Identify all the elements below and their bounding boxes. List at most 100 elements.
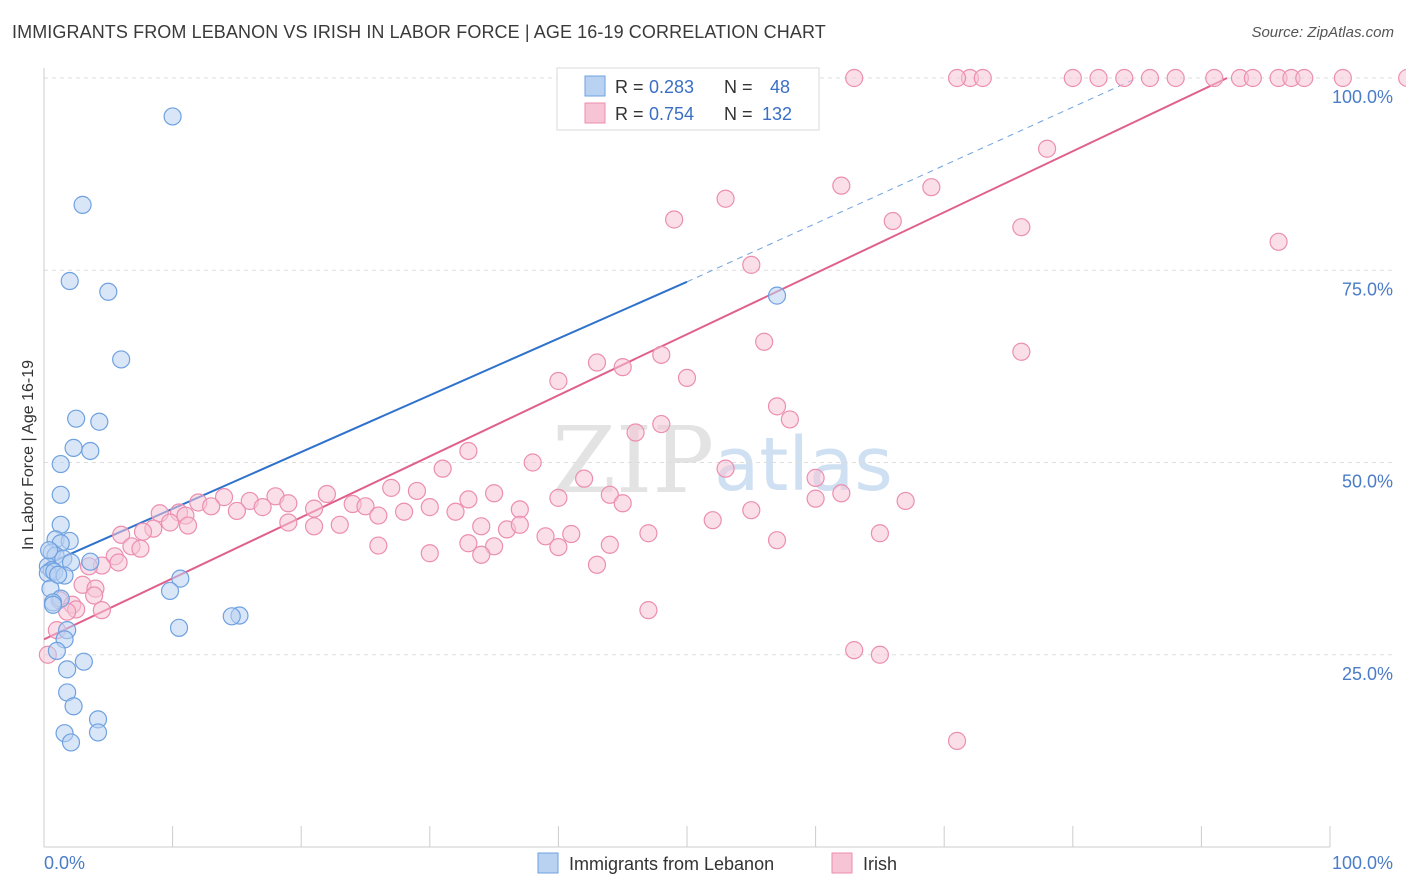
irish-point <box>202 497 221 516</box>
irish-point <box>639 601 658 620</box>
irish-point <box>304 499 324 518</box>
x-tick-max: 100.0% <box>1332 853 1393 873</box>
legend-r-value-irish: 0.754 <box>649 104 694 124</box>
irish-point <box>639 524 658 543</box>
y-tick-label: 25.0% <box>1342 664 1393 684</box>
irish-point <box>845 641 864 660</box>
y-tick-label: 50.0% <box>1342 472 1393 492</box>
lebanon-point <box>58 660 77 679</box>
legend-n-label-lebanon: N = <box>724 77 753 97</box>
irish-point <box>767 397 787 416</box>
irish-point <box>973 68 992 88</box>
legend-swatch-irish <box>584 102 606 124</box>
lebanon-point <box>60 271 79 291</box>
irish-point <box>459 534 478 553</box>
irish-point <box>523 453 542 472</box>
irish-point <box>665 210 684 229</box>
irish-point <box>947 68 967 88</box>
irish-point <box>279 513 298 532</box>
irish-point <box>394 502 414 521</box>
irish-point <box>317 484 337 504</box>
lebanon-point <box>64 438 83 457</box>
irish-point <box>1115 68 1134 88</box>
irish-point <box>109 553 128 572</box>
lebanon-point <box>112 350 131 369</box>
irish-point <box>131 539 150 558</box>
legend-swatch-lebanon <box>584 75 606 97</box>
irish-point <box>870 645 890 664</box>
lebanon-point <box>88 723 108 742</box>
lebanon-point <box>163 107 182 126</box>
irish-point <box>536 527 555 546</box>
irish-point <box>755 332 774 351</box>
irish-point <box>780 410 799 429</box>
irish-point <box>214 488 234 507</box>
irish-point <box>459 441 478 461</box>
irish-point <box>716 189 735 208</box>
series-legend: Immigrants from Lebanon Irish <box>537 852 897 874</box>
irish-point <box>832 176 851 195</box>
irish-point <box>677 368 697 388</box>
lebanon-point <box>49 565 68 584</box>
irish-point <box>652 414 671 434</box>
irish-point <box>742 501 761 520</box>
irish-point <box>369 506 388 525</box>
irish-point <box>92 601 111 620</box>
lebanon-point <box>61 733 81 752</box>
legend-r-label-irish: R = <box>615 104 644 124</box>
irish-point <box>1037 139 1057 158</box>
irish-point <box>896 491 915 511</box>
irish-point <box>947 731 967 750</box>
irish-point <box>1140 68 1160 88</box>
irish-point <box>587 353 607 372</box>
legend-r-value-lebanon: 0.283 <box>649 77 694 97</box>
irish-point <box>369 536 388 555</box>
lebanon-point <box>169 618 189 637</box>
lebanon-point <box>99 282 118 301</box>
trend-line-irish <box>43 77 1228 641</box>
irish-point <box>587 555 607 574</box>
gridlines <box>44 77 1393 656</box>
irish-point <box>485 484 504 503</box>
lebanon-point <box>171 569 190 588</box>
irish-point <box>382 478 401 497</box>
watermark-zip: ZIP <box>552 407 714 514</box>
bottom-legend-swatch-irish <box>831 852 853 874</box>
axes <box>43 68 1331 848</box>
irish-point <box>575 469 594 488</box>
irish-point <box>1166 68 1185 88</box>
irish-point <box>407 481 427 501</box>
irish-point <box>133 522 153 541</box>
bottom-legend-swatch-lebanon <box>537 852 559 874</box>
legend-n-value-irish: 132 <box>762 104 792 124</box>
lebanon-point <box>90 412 109 431</box>
y-tick-labels: 25.0% 50.0% 75.0% 100.0% <box>1332 87 1393 684</box>
irish-point <box>253 498 272 517</box>
irish-point <box>549 371 568 391</box>
irish-point <box>845 68 864 88</box>
irish-point <box>626 423 645 442</box>
irish-point <box>1269 232 1288 251</box>
bottom-legend-label-irish: Irish <box>863 854 897 874</box>
irish-point <box>446 502 465 521</box>
irish-point <box>472 545 491 564</box>
irish-point <box>716 459 735 478</box>
irish-point <box>562 524 581 544</box>
irish-point <box>304 517 324 536</box>
irish-point <box>767 531 787 550</box>
irish-point <box>279 494 298 513</box>
irish-point <box>227 501 246 521</box>
irish-point <box>806 489 825 508</box>
irish-point <box>1012 342 1031 361</box>
y-tick-label: 100.0% <box>1332 87 1393 107</box>
irish-point <box>510 500 529 519</box>
watermark-atlas: atlas <box>714 422 893 508</box>
lebanon-point <box>64 697 83 716</box>
irish-point <box>600 485 619 504</box>
x-tick-min: 0.0% <box>44 853 85 873</box>
irish-point <box>178 516 198 535</box>
lebanon-point <box>67 409 86 428</box>
irish-point <box>1333 68 1352 88</box>
irish-point <box>613 358 632 377</box>
irish-points <box>38 68 1406 750</box>
